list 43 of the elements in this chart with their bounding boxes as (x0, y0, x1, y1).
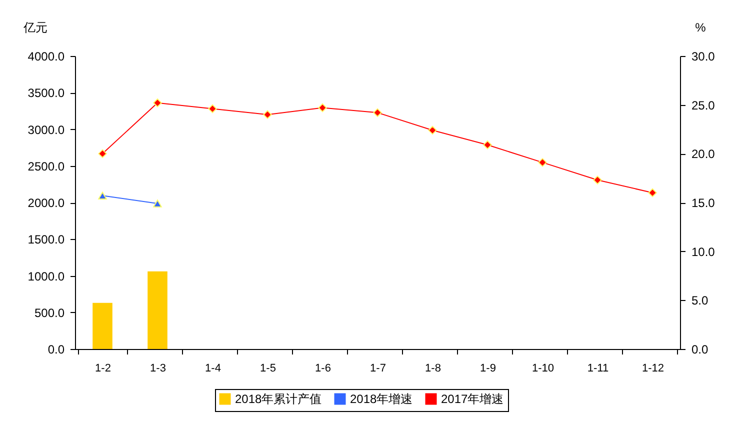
x-tick-label: 1-12 (642, 362, 664, 374)
y-tick-label: 2000.0 (28, 196, 65, 210)
legend-label: 2017年增速 (441, 392, 504, 406)
point (373, 108, 382, 118)
y-tick-label: 1000.0 (28, 269, 65, 284)
x-tick-label: 1-2 (95, 362, 111, 374)
y2-tick-label: 5.0 (692, 294, 709, 308)
y2-tick-label: 10.0 (692, 244, 716, 259)
point (483, 140, 492, 150)
y2-tick-label: 30.0 (692, 50, 716, 64)
legend-label: 2018年累计产值 (235, 392, 322, 406)
x-tick-label: 1-11 (587, 362, 609, 374)
y-tick-label: 3500.0 (28, 86, 65, 100)
x-tick-label: 1-4 (205, 362, 221, 374)
y2-tick-label: 15.0 (692, 196, 716, 210)
point (208, 104, 217, 114)
point (263, 110, 272, 119)
x-tick-label: 1-5 (260, 362, 276, 374)
x-tick-label: 1-9 (480, 362, 496, 374)
y-tick-label: 2500.0 (28, 159, 65, 174)
legend-label: 2018年增速 (350, 392, 413, 406)
y2-axis-title: % (695, 20, 706, 34)
point (428, 126, 437, 135)
point (648, 188, 657, 198)
y-tick-label: 1500.0 (28, 232, 65, 247)
x-tick-label: 1-6 (315, 362, 331, 374)
y-tick-label: 4000.0 (28, 50, 65, 64)
point (98, 149, 107, 158)
point (593, 176, 602, 184)
y-tick-label: 3000.0 (28, 122, 65, 137)
y-axis-title: 亿元 (22, 20, 48, 34)
point (538, 158, 547, 167)
y2-tick-label: 0.0 (692, 342, 709, 356)
x-tick-label: 1-7 (370, 362, 386, 374)
y-tick-label: 0.0 (48, 342, 65, 356)
y-tick-label: 500.0 (34, 306, 65, 320)
point (318, 103, 327, 112)
y2-tick-label: 25.0 (692, 98, 716, 112)
x-tick-label: 1-3 (150, 362, 166, 374)
x-tick-label: 1-8 (425, 362, 441, 374)
point (153, 98, 162, 108)
x-tick-label: 1-10 (532, 362, 554, 374)
y2-tick-label: 20.0 (692, 147, 716, 162)
